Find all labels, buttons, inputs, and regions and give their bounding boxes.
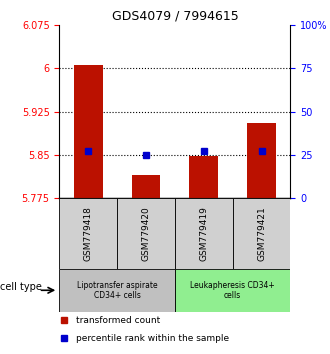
Bar xyxy=(74,65,103,198)
Text: GSM779420: GSM779420 xyxy=(142,206,150,261)
FancyBboxPatch shape xyxy=(175,269,290,312)
FancyBboxPatch shape xyxy=(59,269,175,312)
Text: Leukapheresis CD34+
cells: Leukapheresis CD34+ cells xyxy=(190,281,275,300)
Title: GDS4079 / 7994615: GDS4079 / 7994615 xyxy=(112,9,238,22)
Text: cell type: cell type xyxy=(0,282,42,292)
Bar xyxy=(189,156,218,198)
Bar xyxy=(132,175,160,198)
Text: GSM779418: GSM779418 xyxy=(84,206,93,261)
FancyBboxPatch shape xyxy=(233,198,290,269)
Text: Lipotransfer aspirate
CD34+ cells: Lipotransfer aspirate CD34+ cells xyxy=(77,281,157,300)
FancyBboxPatch shape xyxy=(175,198,233,269)
Text: GSM779421: GSM779421 xyxy=(257,206,266,261)
Text: percentile rank within the sample: percentile rank within the sample xyxy=(76,333,229,343)
FancyBboxPatch shape xyxy=(117,198,175,269)
Text: transformed count: transformed count xyxy=(76,316,160,325)
Text: GSM779419: GSM779419 xyxy=(199,206,208,261)
FancyBboxPatch shape xyxy=(59,198,117,269)
Bar xyxy=(247,123,276,198)
